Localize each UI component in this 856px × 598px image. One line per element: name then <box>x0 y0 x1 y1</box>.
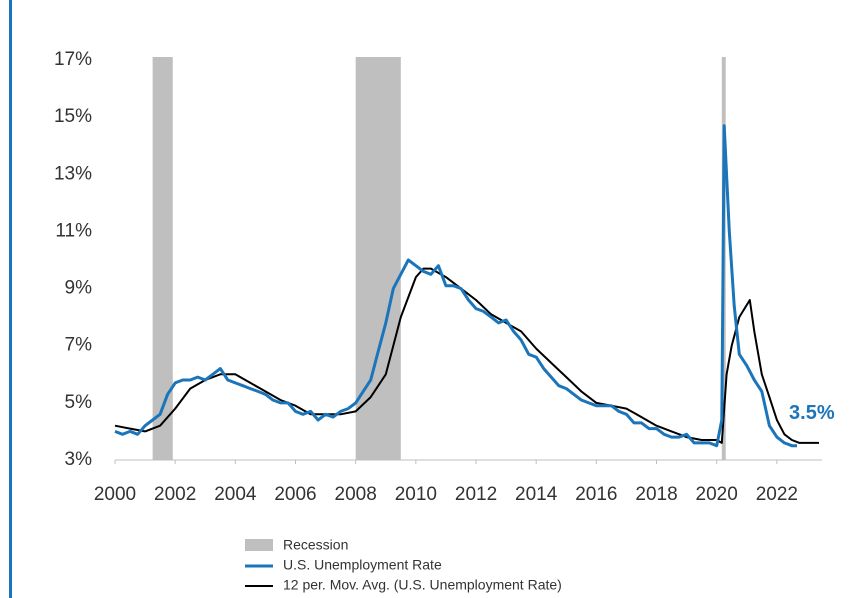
y-tick-label: 15% <box>54 106 92 127</box>
y-tick-label: 7% <box>65 335 93 356</box>
y-tick-label: 11% <box>55 220 92 241</box>
x-tick-label: 2004 <box>214 484 257 505</box>
data-label: 3.5% <box>789 402 835 424</box>
x-tick-label: 2018 <box>635 484 677 505</box>
y-tick-label: 13% <box>54 163 92 184</box>
y-tick-label: 17% <box>54 49 92 70</box>
legend-swatch <box>245 539 273 551</box>
y-tick-label: 9% <box>65 278 93 299</box>
legend-label: 12 per. Mov. Avg. (U.S. Unemployment Rat… <box>283 577 562 593</box>
x-tick-label: 2022 <box>756 484 798 505</box>
y-tick-label: 3% <box>65 449 93 470</box>
x-tick-label: 2006 <box>274 484 316 505</box>
series-line <box>114 124 797 448</box>
x-tick-label: 2012 <box>455 484 497 505</box>
x-tick-label: 2010 <box>395 484 437 505</box>
x-tick-label: 2008 <box>335 484 377 505</box>
series-line <box>114 267 819 444</box>
recession-band <box>152 57 173 460</box>
y-tick-label: 5% <box>65 392 93 413</box>
x-tick-label: 2014 <box>515 484 558 505</box>
x-tick-label: 2002 <box>154 484 196 505</box>
legend-label: U.S. Unemployment Rate <box>283 557 442 573</box>
x-tick-label: 2020 <box>696 484 738 505</box>
x-tick-label: 2016 <box>575 484 617 505</box>
legend-label: Recession <box>283 537 348 553</box>
x-tick-label: 2000 <box>94 484 136 505</box>
side-bar <box>9 0 12 598</box>
recession-band <box>355 57 401 460</box>
